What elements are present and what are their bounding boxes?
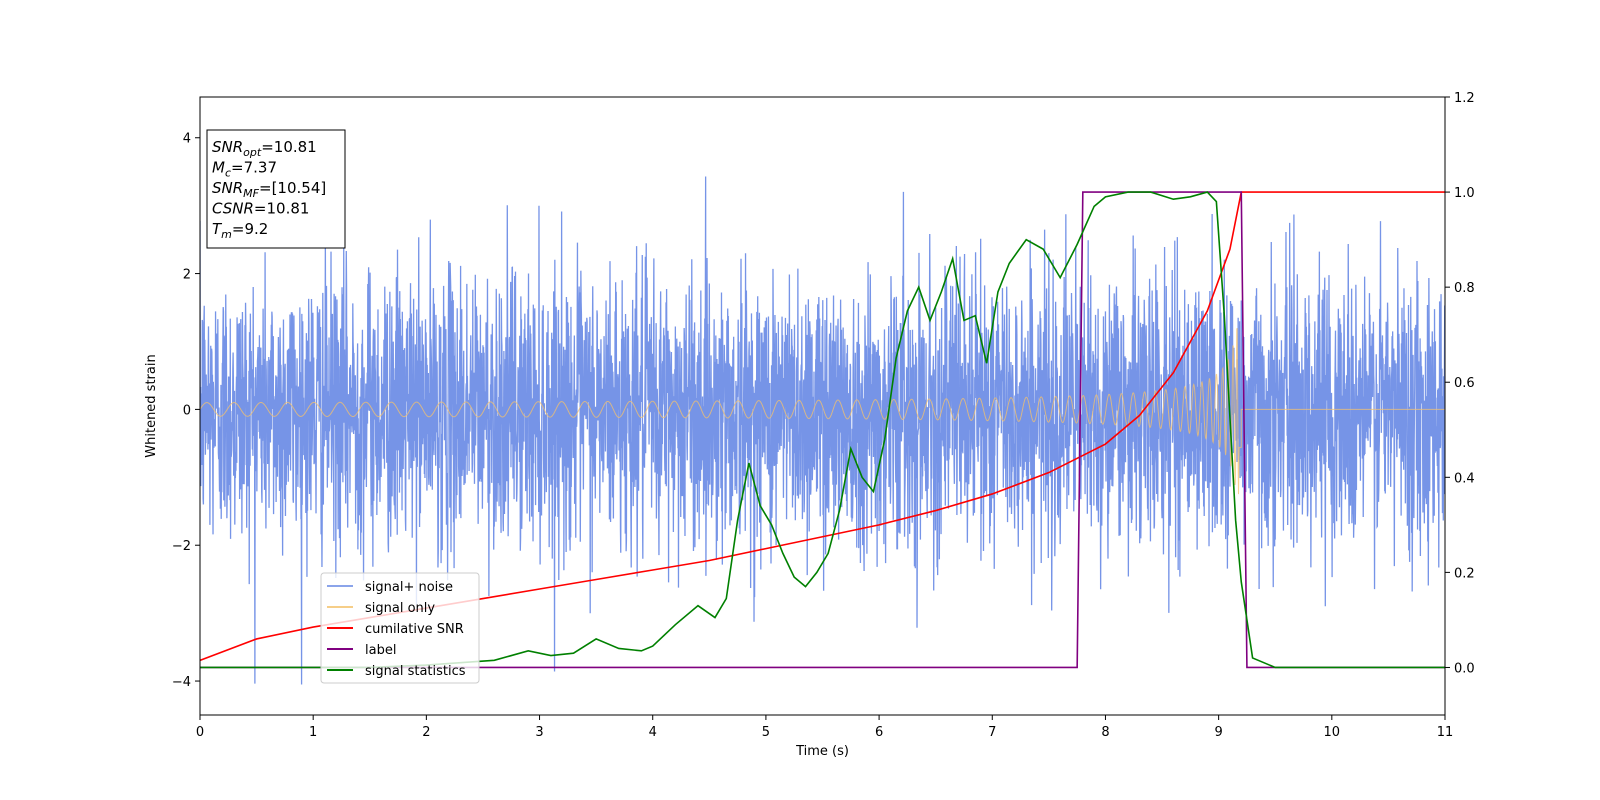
y-right-tick-label: 1.0 (1454, 186, 1475, 201)
y-axis-left-label: Whitened strain (144, 354, 159, 457)
x-tick-label: 7 (988, 725, 996, 740)
x-tick-label: 6 (875, 725, 883, 740)
legend-entry: label (365, 643, 396, 658)
legend: signal+ noise signal only cumilative SNR la… (320, 572, 480, 684)
series-signal-only (200, 328, 1445, 495)
x-tick-label: 10 (1324, 725, 1341, 740)
annotation-line: Tm=9.2 (212, 220, 268, 241)
y-right-tick-label: 1.2 (1454, 91, 1475, 106)
y-left-tick-label: 0 (183, 403, 191, 418)
x-tick-label: 0 (196, 725, 204, 740)
x-tick-label: 9 (1214, 725, 1222, 740)
x-tick-label: 11 (1437, 725, 1454, 740)
series-signal-statistics (200, 191, 1445, 669)
y-right-tick-label: 0.0 (1454, 661, 1475, 676)
legend-entry: signal+ noise (365, 580, 453, 595)
annotation-line: Mc=7.37 (212, 159, 277, 180)
y-right-tick-label: 0.8 (1454, 281, 1475, 296)
y-left-tick-label: −2 (172, 539, 191, 554)
y-left-tick-label: 2 (183, 268, 191, 283)
x-tick-label: 3 (535, 725, 543, 740)
legend-entry: signal only (365, 601, 435, 616)
x-axis-label: Time (s) (795, 744, 849, 759)
annotation-line: SNRMF=[10.54] (212, 179, 326, 200)
y-right-tick-label: 0.2 (1454, 566, 1475, 581)
y-right-tick-label: 0.6 (1454, 376, 1475, 391)
x-tick-label: 2 (422, 725, 430, 740)
plot-frame (199, 96, 1446, 716)
x-tick-label: 8 (1101, 725, 1109, 740)
y-right-tick-label: 0.4 (1454, 471, 1475, 486)
legend-entry: signal statistics (365, 664, 466, 679)
annotation-line: SNRopt=10.81 (212, 138, 317, 159)
legend-frame (320, 572, 480, 684)
axes-layer: 0 1 2 3 4 5 6 7 8 9 10 11 −4 −2 0 2 4 0.0 0.2 0.4 0.6 0.8 1.0 1… (172, 91, 1475, 740)
y-left-tick-label: −4 (172, 675, 191, 690)
metrics-annotation: SNRopt=10.81Mc=7.37SNRMF=[10.54]CSNR=10.… (206, 129, 346, 249)
y-left-tick-label: 4 (183, 132, 191, 147)
x-tick-label: 1 (309, 725, 317, 740)
x-tick-label: 5 (762, 725, 770, 740)
x-tick-label: 4 (649, 725, 657, 740)
legend-entry: cumilative SNR (365, 622, 464, 637)
annotation-line: CSNR=10.81 (212, 200, 309, 218)
annotation-frame (206, 129, 346, 249)
